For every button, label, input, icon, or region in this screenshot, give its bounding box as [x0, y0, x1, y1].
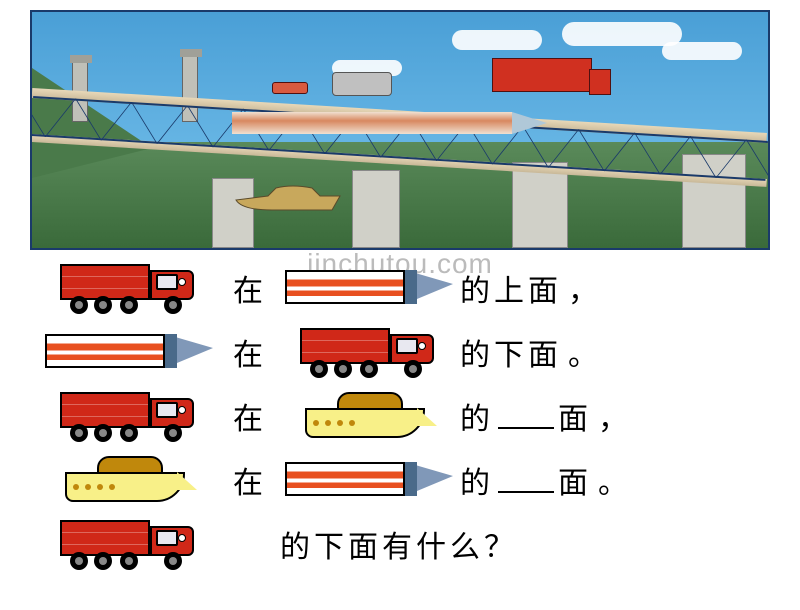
text-mian: 面: [558, 458, 592, 502]
scene-car-icon: [272, 82, 308, 94]
scene-bus-icon: [332, 72, 392, 96]
text-zai: 在: [233, 403, 267, 436]
text-zai: 在: [233, 467, 267, 500]
truck-icon: [60, 390, 200, 442]
bridge-scene: [30, 10, 770, 250]
text-mian: 面: [558, 394, 592, 438]
object-icon-slot: [280, 264, 460, 312]
truck-icon: [60, 262, 200, 314]
text-de: 的: [460, 394, 494, 438]
ending-text: 的下面: [460, 330, 562, 374]
question-row-2: 在 的下面。: [40, 322, 760, 382]
object-icon-slot: [280, 456, 460, 504]
object-icon-slot: [280, 326, 460, 378]
fill-blank-exercise: 在 的上面， 在 的下面。 在 的面， 在 的面。 的下面有什么？: [40, 258, 760, 574]
scene-boat-icon: [232, 182, 342, 212]
train-icon: [285, 456, 455, 504]
question-row-4: 在 的 面。: [40, 450, 760, 510]
object-icon-slot: [280, 390, 460, 442]
train-icon: [45, 328, 215, 376]
blank-field[interactable]: [498, 403, 554, 429]
punctuation: 。: [598, 458, 628, 502]
ending-text: 的上面: [460, 266, 562, 310]
boat-icon: [65, 454, 195, 506]
train-icon: [285, 264, 455, 312]
bridge-pylon: [512, 162, 568, 248]
subject-icon-slot: [40, 518, 220, 570]
question-row-1: 在 的上面，: [40, 258, 760, 318]
scene-truck-icon: [492, 58, 592, 92]
truck-icon: [300, 326, 440, 378]
blank-field[interactable]: [498, 467, 554, 493]
question-row-last: 的下面有什么？: [40, 514, 760, 574]
subject-icon-slot: [40, 328, 220, 376]
subject-icon-slot: [40, 454, 220, 506]
punctuation: ，: [568, 266, 598, 310]
subject-icon-slot: [40, 390, 220, 442]
truck-icon: [60, 518, 200, 570]
punctuation: ，: [598, 394, 628, 438]
text-de: 的: [460, 458, 494, 502]
question-row-3: 在 的 面，: [40, 386, 760, 446]
boat-icon: [305, 390, 435, 442]
scene-train-icon: [232, 112, 512, 134]
subject-icon-slot: [40, 262, 220, 314]
bridge-pylon: [352, 170, 400, 248]
text-zai: 在: [233, 275, 267, 308]
punctuation: 。: [568, 330, 598, 374]
text-zai: 在: [233, 339, 267, 372]
question-text: 的下面有什么？: [280, 522, 518, 566]
